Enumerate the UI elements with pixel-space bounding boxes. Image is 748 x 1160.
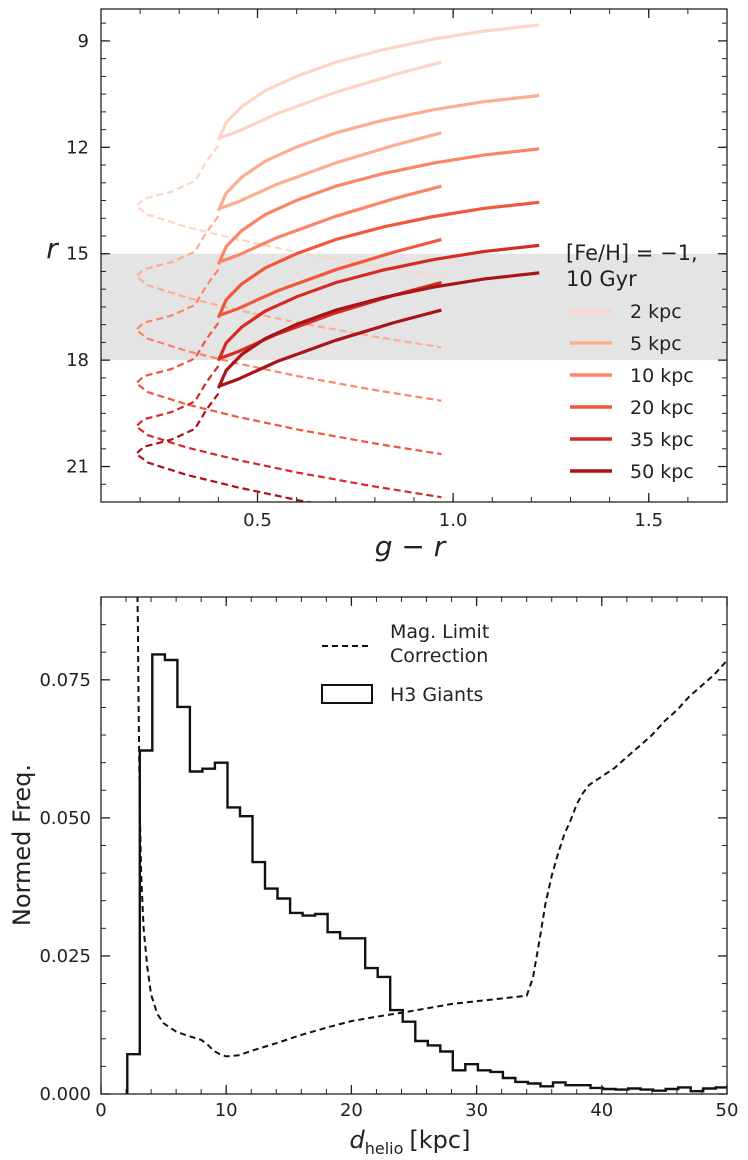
x-tick-label-bottom: 50	[716, 1100, 739, 1121]
isochrone-giant-branch-20kpc	[216, 200, 540, 319]
y-tick-label-bottom: 0.000	[39, 1084, 91, 1105]
isochrone-horizontal-branch-20kpc	[217, 237, 442, 318]
isochrone-horizontal-branch-10kpc	[217, 184, 442, 264]
mag-limit-correction-curve	[136, 597, 727, 1058]
isochrone-giant-branch-50kpc	[216, 271, 540, 389]
x-axis-label-top: g − r	[375, 530, 447, 563]
x-axis-label-bottom: dhelio [kpc]	[350, 1126, 471, 1158]
x-tick-label-top: 1.0	[439, 510, 468, 531]
y-tick-label-top: 15	[66, 244, 89, 265]
isochrone-main-sequence-50kpc	[134, 392, 315, 502]
x-tick-label-bottom: 0	[95, 1100, 106, 1121]
y-axis-label-bottom: Normed Freq.	[8, 764, 36, 926]
legend-step-label: H3 Giants	[390, 684, 483, 706]
y-tick-label-top: 12	[66, 137, 89, 158]
x-tick-label-bottom: 30	[465, 1100, 488, 1121]
legend-label-50kpc: 50 kpc	[630, 461, 694, 483]
legend-dashed-label-line2: Correction	[390, 645, 488, 667]
x-tick-label-top: 0.5	[243, 510, 272, 531]
isochrone-main-sequence-5kpc	[134, 215, 442, 349]
y-tick-label-bottom: 0.025	[39, 946, 91, 967]
isochrone-giant-branch-5kpc	[216, 93, 540, 212]
y-tick-label-top: 18	[66, 350, 89, 371]
y-axis-label-top: r	[46, 232, 59, 265]
legend-label-10kpc: 10 kpc	[630, 365, 694, 387]
isochrone-horizontal-branch-2kpc	[217, 60, 442, 141]
isochrone-horizontal-branch-5kpc	[217, 131, 442, 211]
legend-label-20kpc: 20 kpc	[630, 397, 694, 419]
x-tick-label-bottom: 10	[215, 1100, 238, 1121]
isochrone-main-sequence-10kpc	[134, 268, 442, 402]
isochrone-main-sequence-35kpc	[134, 365, 442, 499]
isochrone-giant-branch-10kpc	[216, 147, 540, 265]
x-tick-label-bottom: 20	[340, 1100, 363, 1121]
x-axis-label-unit: [kpc]	[409, 1126, 470, 1154]
isochrone-main-sequence-2kpc	[134, 144, 442, 278]
plot-frame-bottom	[100, 596, 728, 1095]
y-tick-label-top: 9	[78, 31, 89, 52]
isochrone-giant-branch-35kpc	[216, 243, 540, 362]
legend-title-line1: [Fe/H] = −1,	[566, 241, 698, 265]
axis-ticks-bottom: 0 10 20 30 40 50 0.000 0.025 0.050 0.075	[39, 597, 738, 1121]
y-tick-label-top: 21	[66, 457, 89, 478]
distance-histogram-panel: 0 10 20 30 40 50 0.000 0.025 0.050 0.075 dhelio [k…	[8, 596, 738, 1158]
h3-giants-histogram	[126, 653, 727, 1094]
legend-top: [Fe/H] = −1, 10 Gyr 2 kpc 5 kpc 10 kpc 20 k…	[566, 241, 698, 483]
x-tick-label-top: 1.5	[634, 510, 663, 531]
isochrone-curves	[134, 23, 540, 502]
x-axis-label-main: d	[350, 1126, 366, 1154]
isochrone-horizontal-branch-50kpc	[217, 308, 442, 388]
isochrone-giant-branch-2kpc	[216, 23, 540, 141]
legend-label-5kpc: 5 kpc	[630, 333, 682, 355]
isochrone-main-sequence-20kpc	[134, 322, 442, 456]
axis-ticks-top: 0.5 1.0 1.5 9 12 15 18 21	[66, 9, 728, 531]
y-tick-label-bottom: 0.075	[39, 670, 91, 691]
legend-step-swatch	[321, 684, 373, 704]
legend-bottom: Mag. Limit Correction H3 Giants	[321, 621, 489, 706]
legend-dashed-label-line1: Mag. Limit	[390, 621, 489, 643]
isochrone-panel: 0.5 1.0 1.5 9 12 15 18 21 g − r r [Fe/H] = −1, …	[46, 8, 728, 563]
legend-label-35kpc: 35 kpc	[630, 429, 694, 451]
x-tick-label-bottom: 40	[590, 1100, 613, 1121]
histogram-curves	[126, 597, 727, 1094]
legend-label-2kpc: 2 kpc	[630, 301, 682, 323]
legend-title-line2: 10 Gyr	[566, 267, 637, 291]
y-tick-label-bottom: 0.050	[39, 808, 91, 829]
x-axis-label-sub: helio	[365, 1139, 404, 1158]
